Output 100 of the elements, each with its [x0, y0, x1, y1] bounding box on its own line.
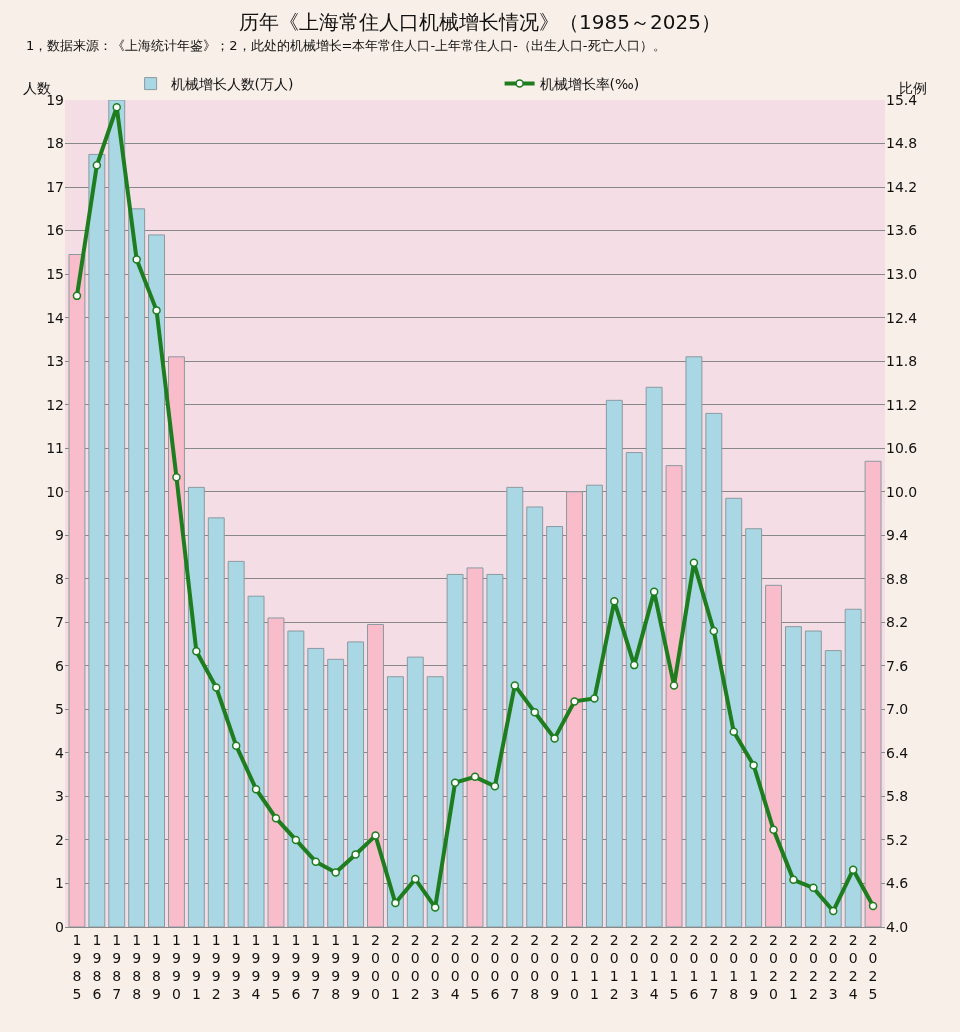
point: [291, 835, 301, 845]
bar: [526, 506, 544, 927]
y2-tick-label: 11.2: [886, 396, 918, 413]
y2-tick-label: 5.2: [886, 831, 909, 848]
bar: [187, 486, 205, 927]
bar: [386, 676, 404, 927]
y-tick-label: 14: [46, 309, 65, 326]
y2-tick-label: 6.4: [886, 744, 909, 761]
x-tick-label: 2012: [609, 931, 619, 1003]
y-tick-label: 1: [55, 875, 64, 892]
y2-tick-label: 4.0: [886, 918, 909, 935]
x-tick-label: 1988: [132, 931, 142, 1003]
point: [749, 760, 758, 770]
y2-tick-label: 13.0: [886, 266, 918, 283]
y-tick-label: 9: [55, 527, 64, 544]
point: [689, 558, 699, 568]
bar: [406, 656, 424, 927]
point: [789, 875, 798, 885]
point: [411, 874, 420, 884]
x-tick-label: 2001: [390, 931, 400, 1003]
point: [430, 903, 440, 912]
y-tick-label: 18: [46, 135, 64, 152]
x-tick-label: 2008: [530, 931, 540, 1003]
bar: [486, 573, 504, 927]
y2-tick-label: 12.4: [886, 309, 918, 326]
bar: [128, 208, 146, 927]
point: [530, 708, 539, 717]
x-tick-label: 1991: [191, 931, 201, 1003]
x-tick-label: 2023: [828, 931, 838, 1003]
y2-tick-label: 13.6: [886, 222, 918, 239]
bar: [605, 399, 623, 927]
y2-tick-label: 10.6: [886, 440, 918, 457]
point: [112, 103, 121, 112]
bar: [824, 650, 842, 927]
x-tick-label: 2022: [808, 931, 818, 1003]
bar: [207, 517, 225, 927]
x-tick-label: 1996: [291, 931, 301, 1003]
y2-tick-label: 10.0: [886, 483, 918, 500]
bar: [585, 484, 603, 927]
bar: [765, 584, 782, 927]
y-tick-label: 16: [46, 222, 65, 239]
x-tick-label: 1985: [72, 931, 82, 1003]
bar: [446, 573, 464, 927]
y-tick-label: 10: [46, 483, 64, 500]
point: [669, 681, 679, 690]
y2-tick-label: 14.8: [886, 135, 918, 152]
y-tick-label: 6: [55, 657, 65, 674]
point: [92, 161, 102, 170]
bar: [685, 356, 703, 927]
x-tick-label: 1994: [251, 931, 261, 1003]
x-tick-label: 1992: [211, 931, 221, 1003]
y2-tick-label: 7.6: [886, 657, 909, 674]
bar: [784, 626, 802, 927]
point: [192, 647, 201, 656]
y-tick-label: 0: [55, 918, 64, 935]
point: [590, 694, 599, 703]
x-tick-label: 1998: [331, 931, 341, 1003]
bar: [347, 641, 365, 927]
point: [172, 472, 181, 482]
point: [550, 734, 559, 743]
bar: [745, 528, 763, 927]
x-tick-label: 2009: [550, 931, 560, 1003]
point: [570, 697, 579, 706]
bar: [466, 567, 484, 927]
bar: [307, 647, 325, 927]
x-tick-label: 2000: [371, 931, 380, 1003]
y-tick-label: 5: [55, 701, 64, 718]
point: [470, 772, 480, 782]
point: [729, 727, 738, 737]
bar: [546, 526, 564, 927]
x-tick-label: 2019: [749, 931, 759, 1003]
point: [311, 857, 321, 866]
x-tick-label: 2002: [410, 931, 420, 1003]
point: [769, 825, 778, 835]
x-tick-label: 2021: [788, 931, 798, 1003]
x-tick-label: 2006: [490, 931, 500, 1003]
point: [152, 306, 161, 315]
bar: [864, 460, 882, 927]
bar: [804, 630, 822, 927]
x-tick-label: 2016: [689, 931, 699, 1003]
y-tick-label: 7: [55, 614, 64, 631]
point: [868, 901, 878, 911]
point: [510, 681, 520, 690]
point: [251, 784, 261, 794]
x-tick-label: 2013: [629, 931, 639, 1003]
x-tick-label: 2024: [848, 931, 858, 1003]
bar: [645, 386, 663, 927]
x-tick-label: 2015: [669, 931, 679, 1003]
bar: [168, 356, 185, 927]
x-tick-label: 2004: [450, 931, 460, 1003]
bar: [267, 617, 285, 927]
y2-tick-label: 8.8: [886, 570, 909, 587]
point: [231, 741, 241, 750]
bar: [426, 676, 444, 927]
x-tick-label: 1997: [311, 931, 321, 1003]
x-tick-label: 2018: [729, 931, 739, 1003]
x-tick-label: 1990: [172, 931, 181, 1003]
legend-label: 机械增长人数(万人): [170, 76, 294, 93]
y-tick-label: 13: [46, 353, 64, 370]
point: [132, 255, 141, 264]
